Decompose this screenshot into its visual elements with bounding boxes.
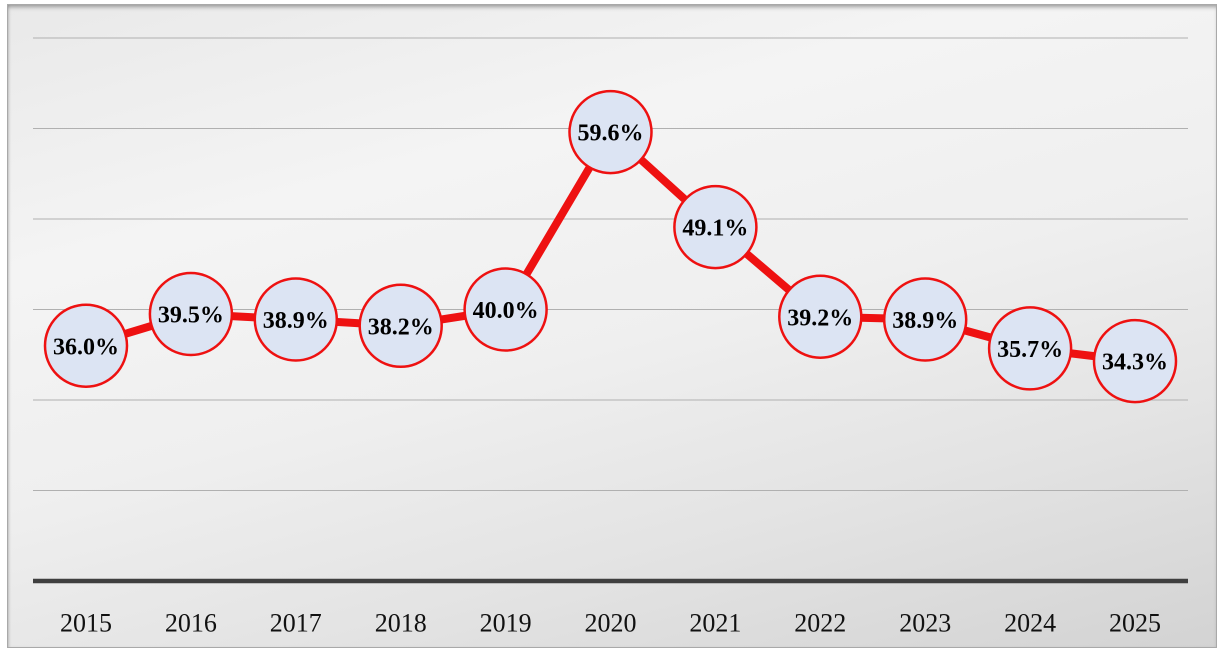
data-label: 34.3% — [1102, 350, 1168, 376]
data-point-marker — [778, 274, 863, 359]
x-axis-tick-label: 2015 — [60, 608, 112, 637]
data-label: 39.5% — [158, 303, 224, 329]
data-label: 38.9% — [263, 308, 329, 334]
data-point-marker — [987, 306, 1073, 391]
data-point-marker — [43, 303, 129, 388]
data-label: 39.2% — [787, 305, 853, 331]
markers-group — [43, 89, 1178, 404]
data-point-marker — [463, 267, 548, 352]
x-axis-tick-label: 2019 — [480, 608, 532, 637]
x-axis-tick-label: 2024 — [1004, 608, 1056, 637]
data-label: 59.6% — [578, 121, 644, 147]
data-label: 36.0% — [53, 334, 119, 360]
data-label: 38.9% — [892, 308, 958, 334]
x-axis-tick-label: 2017 — [270, 608, 322, 637]
x-axis-tick-label: 2025 — [1109, 608, 1161, 637]
data-point-marker — [358, 283, 443, 369]
data-point-marker — [882, 277, 968, 362]
data-label: 38.2% — [368, 314, 434, 340]
data-label: 40.0% — [473, 298, 539, 324]
x-axis-tick-label: 2018 — [375, 608, 427, 637]
x-axis-tick-label: 2023 — [899, 608, 951, 637]
x-axis-tick-label: 2016 — [165, 608, 217, 637]
data-labels-group: 36.0% 39.5% 38.9% 38.2% 40.0% 59.6% 49.1% 39.2%… — [53, 121, 1168, 376]
data-point-marker — [568, 89, 653, 175]
data-point-marker — [148, 271, 234, 357]
data-label: 49.1% — [682, 216, 748, 242]
data-point-marker — [253, 277, 339, 362]
x-axis-labels-group: 2015 2016 2017 2018 2019 2020 2021 2022 2023 2024… — [60, 608, 1161, 637]
x-axis-tick-label: 2020 — [585, 608, 637, 637]
x-axis-tick-label: 2022 — [794, 608, 846, 637]
data-point-marker — [1092, 318, 1178, 404]
x-axis-tick-label: 2021 — [689, 608, 741, 637]
data-label: 35.7% — [997, 337, 1063, 363]
data-point-marker — [673, 184, 758, 270]
